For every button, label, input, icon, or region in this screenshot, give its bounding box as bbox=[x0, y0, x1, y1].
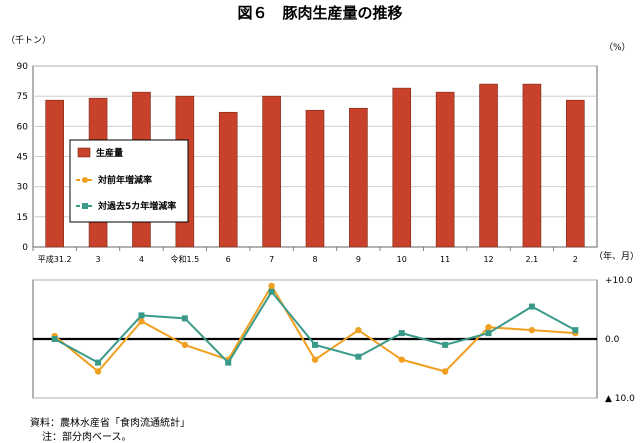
x-tick-label: 8 bbox=[312, 255, 317, 264]
point-yoy bbox=[181, 341, 189, 349]
bar bbox=[435, 91, 455, 248]
x-tick-label: 6 bbox=[226, 255, 231, 264]
legend-label-bar: 生産量 bbox=[96, 147, 123, 159]
point-fiveyear bbox=[398, 330, 405, 337]
x-tick-label: 令和1.5 bbox=[170, 254, 199, 264]
point-yoy bbox=[138, 318, 145, 325]
point-yoy bbox=[398, 356, 405, 363]
bar bbox=[45, 99, 64, 248]
x-tick-label: 9 bbox=[356, 255, 361, 264]
bar bbox=[218, 111, 238, 248]
point-fiveyear bbox=[95, 359, 102, 366]
footnote-note: 注：部分肉ベース。 bbox=[42, 432, 132, 443]
x-unit-label: （年、月） bbox=[594, 252, 640, 262]
footnote-source: 資料：農林水産省「食肉流通統計」 bbox=[30, 418, 190, 429]
point-yoy bbox=[528, 326, 536, 334]
x-tick-label: 11 bbox=[440, 255, 450, 264]
x-tick-label: 平成31.2 bbox=[38, 254, 72, 264]
point-yoy bbox=[268, 282, 275, 290]
point-yoy bbox=[441, 368, 449, 375]
bar-y-tick-label: 90 bbox=[17, 62, 29, 72]
bar bbox=[262, 95, 281, 248]
x-tick-label: 2.1 bbox=[526, 255, 539, 264]
bar-y-tick-label: 75 bbox=[17, 92, 28, 102]
point-fiveyear bbox=[268, 288, 275, 295]
point-fiveyear bbox=[355, 353, 362, 360]
bar bbox=[305, 109, 325, 248]
bar bbox=[349, 107, 368, 248]
bar-y-tick-label: 30 bbox=[17, 183, 29, 193]
bar-y-tick-label: 45 bbox=[17, 153, 28, 163]
x-tick-label: 3 bbox=[96, 255, 101, 264]
line-y-tick-label: +10.0 bbox=[605, 276, 633, 286]
x-tick-label: 4 bbox=[139, 255, 144, 264]
bar bbox=[392, 87, 412, 248]
legend-label-fiveyear: 対過去5カ年増減率 bbox=[97, 200, 176, 212]
series-line-fiveyear bbox=[54, 290, 576, 365]
point-yoy bbox=[355, 326, 362, 334]
point-fiveyear bbox=[181, 315, 188, 322]
bar bbox=[522, 83, 542, 248]
bar bbox=[566, 99, 585, 248]
left-unit-label: （千トン） bbox=[6, 36, 52, 46]
point-fiveyear bbox=[485, 330, 492, 337]
bar bbox=[479, 83, 498, 248]
bar-y-tick-label: 0 bbox=[22, 243, 28, 253]
x-tick-label: 2 bbox=[573, 255, 578, 264]
line-y-tick-label: ▲ 10.0 bbox=[605, 394, 635, 404]
right-unit-label: （%） bbox=[604, 43, 631, 53]
point-yoy bbox=[485, 324, 492, 331]
bar-y-tick-label: 15 bbox=[17, 213, 28, 223]
legend-swatch-bar bbox=[77, 147, 91, 158]
point-fiveyear bbox=[138, 312, 145, 319]
legend-marker-yoy bbox=[82, 177, 88, 183]
x-tick-label: 12 bbox=[483, 255, 493, 264]
bar-y-tick-label: 60 bbox=[17, 122, 29, 132]
point-fiveyear bbox=[51, 336, 58, 342]
line-y-tick-label: 0.0 bbox=[605, 335, 620, 345]
point-yoy bbox=[311, 356, 319, 363]
chart-title: 図６ 豚肉生産量の推移 bbox=[237, 4, 403, 22]
point-fiveyear bbox=[442, 341, 449, 348]
x-tick-label: 10 bbox=[397, 255, 407, 264]
point-fiveyear bbox=[572, 327, 579, 334]
legend-marker-fiveyear bbox=[82, 203, 88, 209]
point-fiveyear bbox=[312, 341, 318, 348]
point-yoy bbox=[94, 368, 102, 375]
point-fiveyear bbox=[528, 303, 535, 310]
x-tick-label: 7 bbox=[269, 255, 274, 264]
legend-label-yoy: 対前年増減率 bbox=[97, 174, 152, 186]
point-fiveyear bbox=[225, 359, 232, 366]
